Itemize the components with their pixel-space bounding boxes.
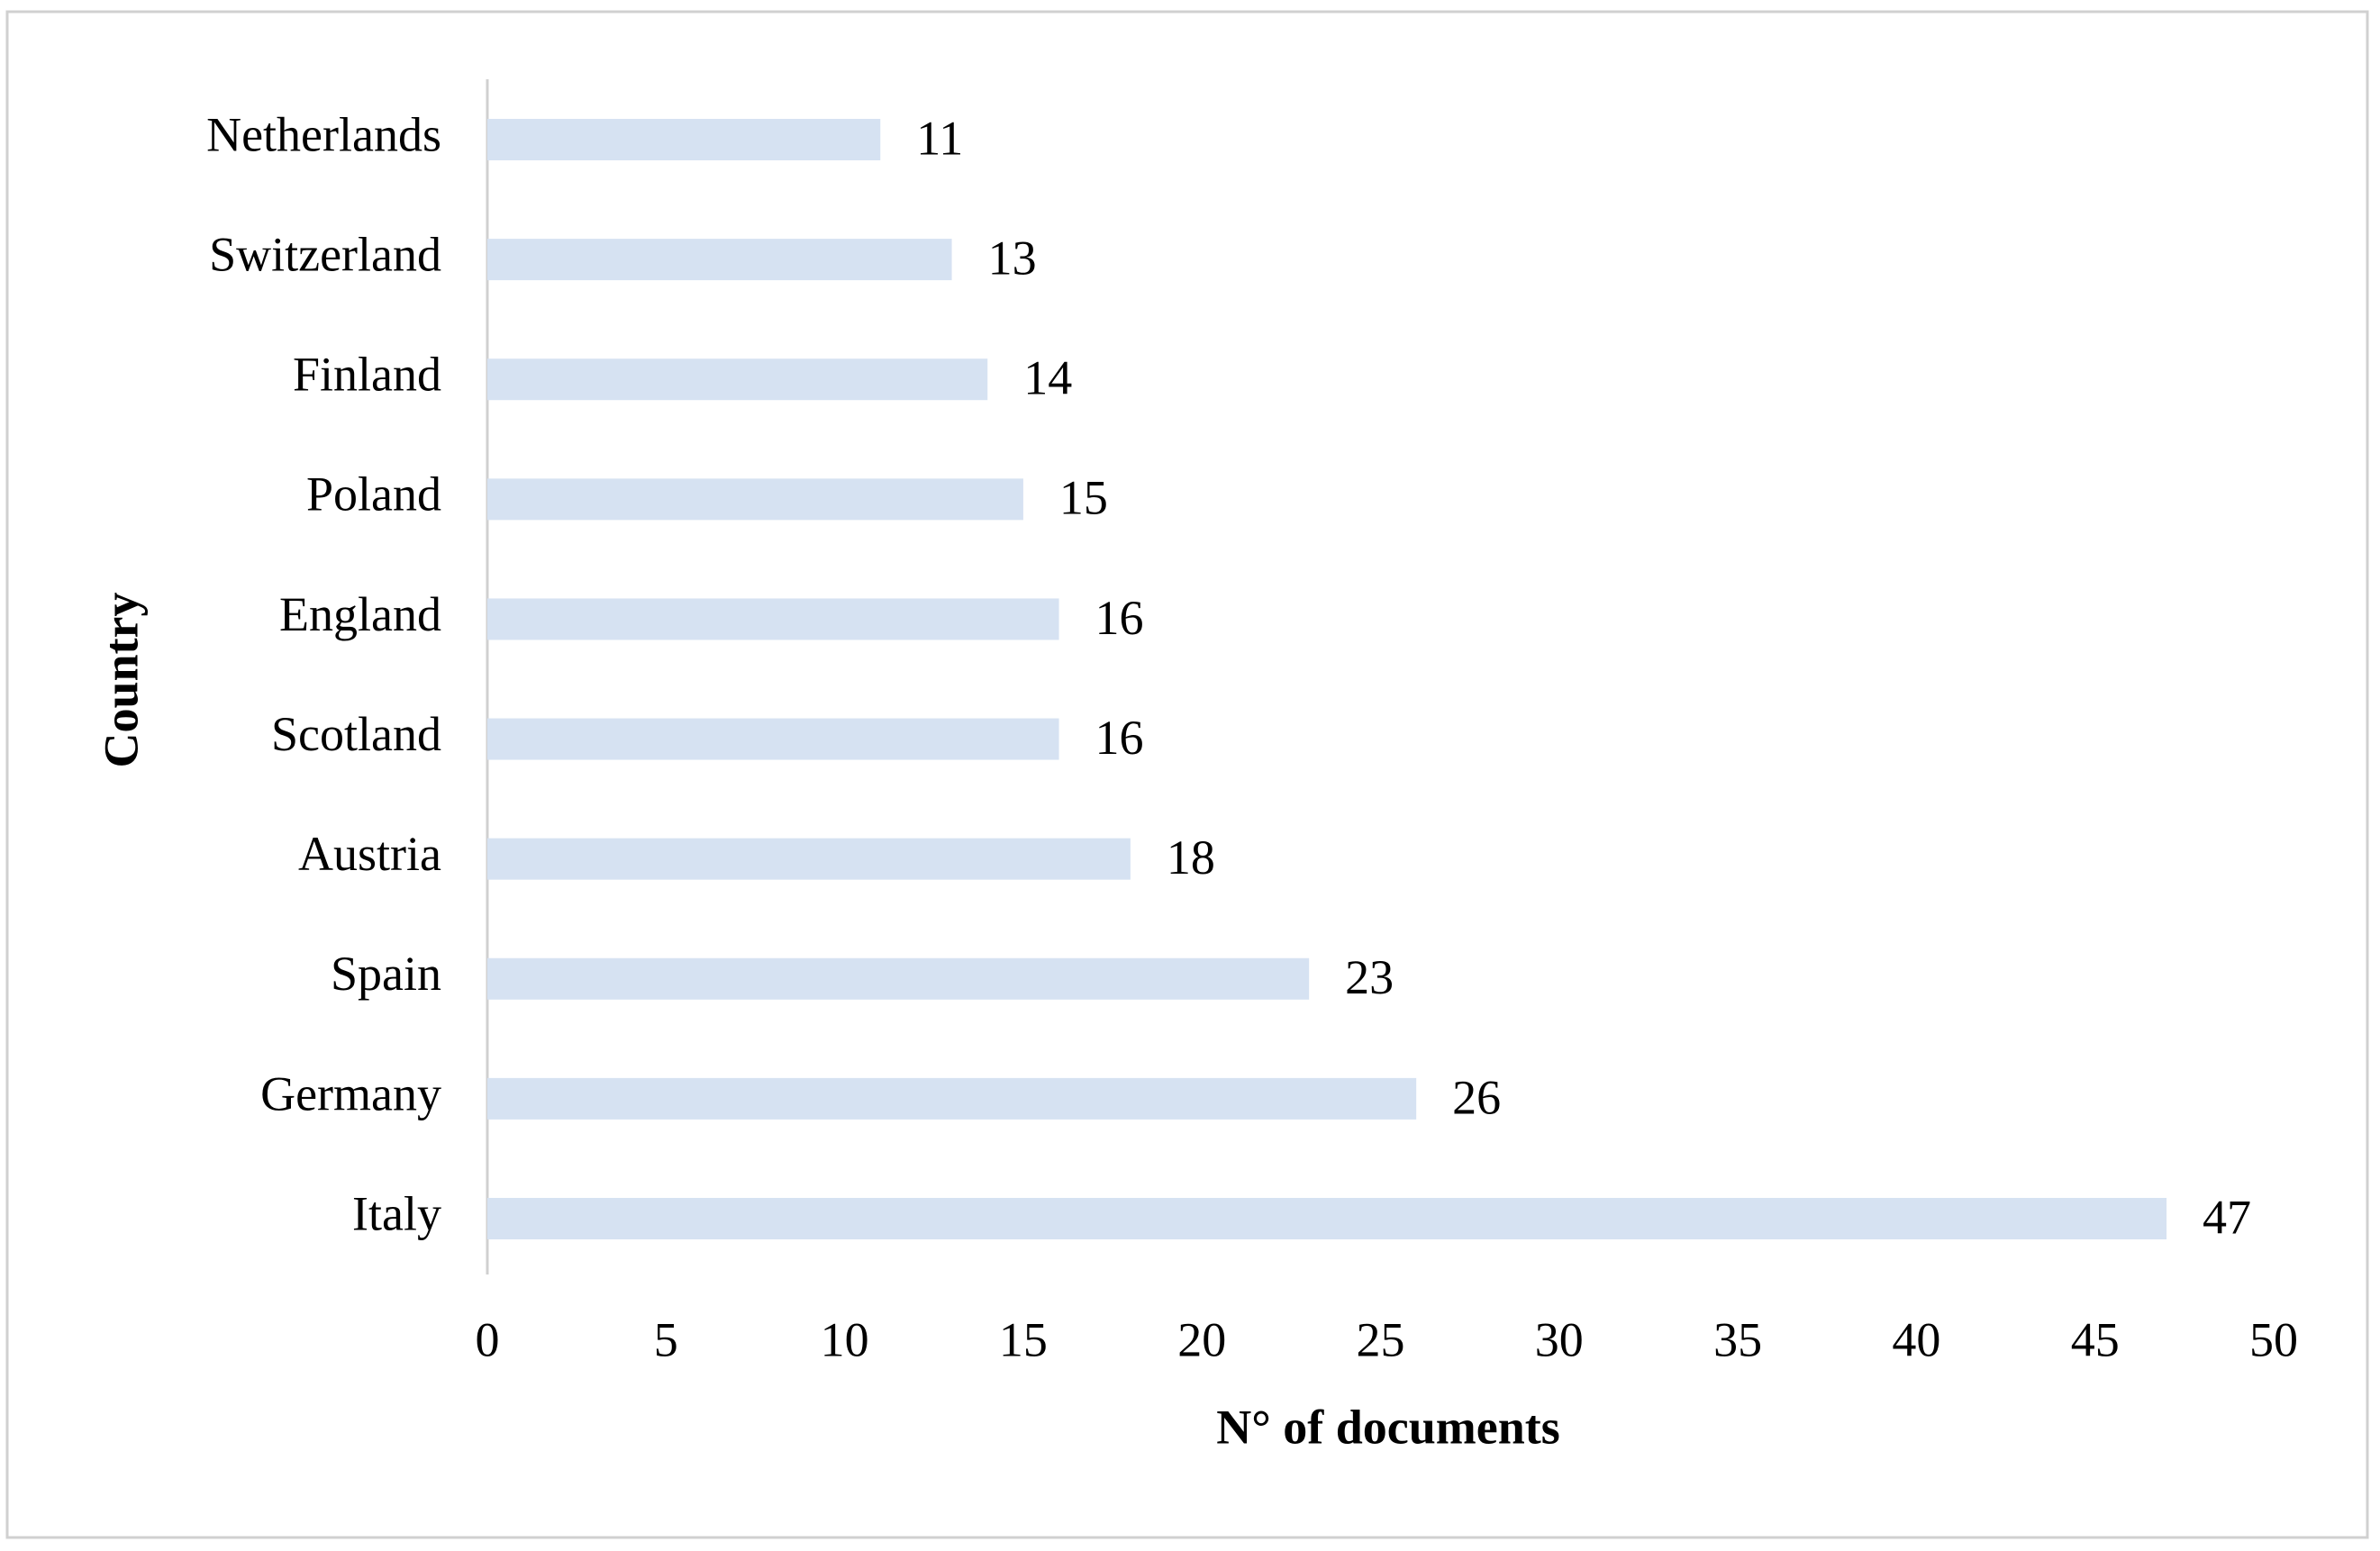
y-tick-label: Scotland xyxy=(271,707,441,761)
y-tick-label: Italy xyxy=(352,1186,441,1240)
data-label: 15 xyxy=(1059,471,1108,525)
data-label: 26 xyxy=(1452,1070,1501,1124)
bar xyxy=(487,1198,2167,1239)
y-tick-label: England xyxy=(279,587,441,641)
x-tick-label: 25 xyxy=(1357,1312,1405,1366)
y-axis-label: Country xyxy=(94,592,148,767)
y-tick-label: Switzerland xyxy=(209,228,441,282)
bar xyxy=(487,838,1131,880)
bar xyxy=(487,957,1310,1000)
bar xyxy=(487,478,1023,521)
bar xyxy=(487,598,1059,640)
x-tick-label: 10 xyxy=(821,1312,869,1366)
x-tick-label: 5 xyxy=(654,1312,678,1366)
data-label: 16 xyxy=(1095,591,1144,645)
x-tick-label: 50 xyxy=(2249,1312,2298,1366)
x-tick-label: 30 xyxy=(1535,1312,1584,1366)
bar xyxy=(487,718,1059,760)
x-tick-label: 40 xyxy=(1892,1312,1940,1366)
x-tick-label: 0 xyxy=(476,1312,500,1366)
y-tick-label: Poland xyxy=(306,467,441,522)
bar xyxy=(487,119,881,160)
data-label: 11 xyxy=(916,111,963,165)
data-label: 47 xyxy=(2203,1190,2251,1244)
y-tick-label: Austria xyxy=(298,827,441,881)
x-axis-label: N° of documents xyxy=(1216,1400,1560,1454)
x-tick-label: 20 xyxy=(1177,1312,1226,1366)
chart-frame xyxy=(5,10,2369,1539)
x-tick-label: 15 xyxy=(999,1312,1048,1366)
y-tick-label: Netherlands xyxy=(206,107,441,161)
data-label: 23 xyxy=(1345,950,1394,1004)
x-tick-label: 35 xyxy=(1713,1312,1762,1366)
data-label: 13 xyxy=(988,231,1037,286)
data-label: 16 xyxy=(1095,711,1144,765)
bar xyxy=(487,358,988,401)
x-tick-label: 45 xyxy=(2071,1312,2120,1366)
bar xyxy=(487,239,952,281)
bar xyxy=(487,1077,1417,1120)
y-tick-label: Spain xyxy=(331,947,441,1001)
y-tick-label: Finland xyxy=(293,348,441,402)
y-tick-label: Germany xyxy=(260,1066,441,1120)
data-label: 14 xyxy=(1023,351,1072,405)
data-label: 18 xyxy=(1167,830,1215,884)
